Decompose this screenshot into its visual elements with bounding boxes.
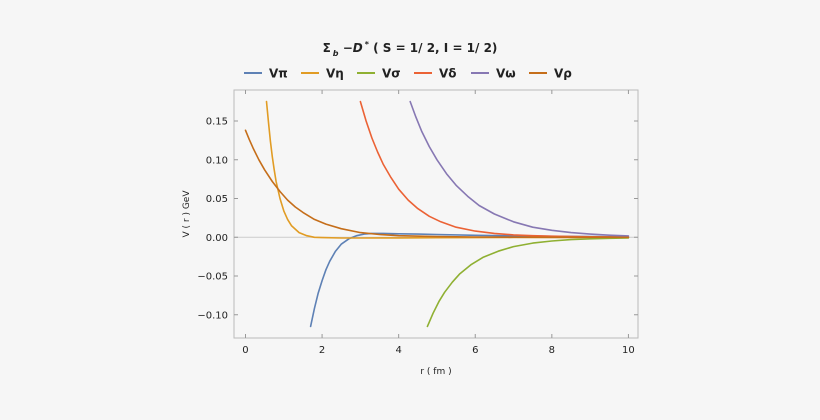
legend-label: Vπ	[269, 67, 288, 81]
axis-ticks: 0 2 4 6 8 10 0.15 0.10 0.05 0.00 −0.05 −0.10	[197, 90, 638, 356]
legend-item: Vδ	[414, 67, 457, 81]
x-tick-label: 2	[319, 345, 325, 356]
title-subscript: b	[333, 49, 339, 58]
y-tick-label: −0.10	[197, 310, 228, 321]
legend-label: Vρ	[554, 67, 572, 81]
legend-label: Vσ	[382, 67, 401, 81]
y-tick-label: −0.05	[197, 272, 228, 283]
y-tick-label: 0.15	[206, 117, 228, 128]
plot-frame	[233, 89, 639, 339]
legend-item: Vη	[301, 67, 344, 81]
x-tick-label: 6	[472, 345, 478, 356]
x-tick-label: 8	[549, 345, 555, 356]
legend-item: Vω	[471, 67, 516, 81]
title-mid: −D	[339, 41, 363, 55]
legend-label: Vω	[496, 67, 516, 81]
series-line-Vδ	[359, 100, 630, 238]
y-axis-label: V ( r ) GeV	[182, 190, 192, 238]
series-line-Vσ	[426, 237, 630, 328]
y-tick-label: 0.05	[206, 194, 228, 205]
legend: Vπ Vη Vσ Vδ Vω Vρ	[244, 67, 572, 81]
x-tick-label: 4	[395, 345, 401, 356]
title-sigma: Σ	[323, 41, 331, 55]
series-line-Vπ	[309, 232, 630, 328]
series-line-Vω	[409, 100, 630, 237]
legend-label: Vδ	[439, 67, 457, 81]
series-line-Vη	[265, 100, 630, 239]
y-tick-label: 0.10	[206, 155, 228, 166]
legend-item: Vρ	[529, 67, 572, 81]
legend-item: Vσ	[357, 67, 401, 81]
legend-item: Vπ	[244, 67, 288, 81]
svg-text:Σb −D* ( S = 1/ 2, I = 1/ 2): Σb −D * ( S = 1/ 2, I = 1/ 2)	[323, 40, 498, 58]
y-tick-label: 0.00	[206, 233, 228, 244]
series-lines	[244, 100, 630, 328]
x-tick-label: 10	[622, 345, 635, 356]
x-tick-label: 0	[242, 345, 248, 356]
series-line-Vρ	[244, 129, 630, 239]
title-tail: ( S = 1/ 2, I = 1/ 2)	[369, 41, 498, 55]
x-axis-label: r ( fm )	[420, 367, 451, 377]
legend-label: Vη	[326, 67, 344, 81]
title-superscript: *	[365, 40, 370, 49]
